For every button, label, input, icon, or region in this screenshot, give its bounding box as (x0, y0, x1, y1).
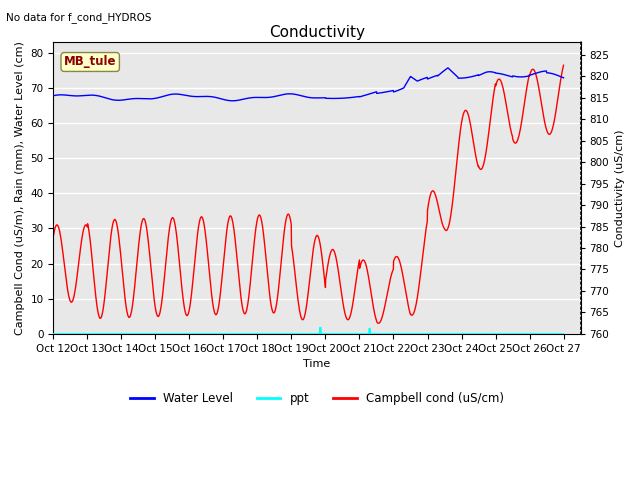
Campbell cond (uS/cm) (284, 211, 292, 217)
Line: Campbell cond (uS/cm): Campbell cond (uS/cm) (53, 65, 564, 323)
ppt (545, 331, 552, 336)
Water Level (49, 93, 57, 98)
Legend: Water Level, ppt, Campbell cond (uS/cm): Water Level, ppt, Campbell cond (uS/cm) (125, 387, 509, 409)
Water Level (545, 70, 553, 76)
Water Level (284, 91, 292, 97)
Water Level (560, 75, 568, 81)
Water Level (228, 98, 236, 104)
ppt (76, 331, 83, 336)
Campbell cond (uS/cm) (76, 254, 83, 260)
ppt (545, 331, 553, 336)
Campbell cond (uS/cm) (298, 315, 305, 321)
Campbell cond (uS/cm) (451, 174, 459, 180)
Line: ppt: ppt (53, 327, 564, 334)
Water Level (76, 93, 83, 99)
Campbell cond (uS/cm) (545, 131, 552, 137)
ppt (49, 331, 57, 336)
Y-axis label: Campbell Cond (uS/m), Rain (mm), Water Level (cm): Campbell Cond (uS/m), Rain (mm), Water L… (15, 41, 25, 335)
Line: Water Level: Water Level (53, 68, 564, 101)
ppt (284, 331, 292, 336)
Water Level (452, 72, 460, 78)
Text: MB_tule: MB_tule (64, 56, 116, 69)
Campbell cond (uS/cm) (374, 320, 382, 326)
ppt (451, 331, 459, 336)
ppt (560, 331, 568, 336)
Campbell cond (uS/cm) (560, 62, 568, 68)
Y-axis label: Conductivity (uS/cm): Conductivity (uS/cm) (615, 129, 625, 247)
X-axis label: Time: Time (303, 359, 331, 369)
ppt (316, 324, 324, 330)
ppt (298, 331, 305, 336)
Text: No data for f_cond_HYDROS: No data for f_cond_HYDROS (6, 12, 152, 23)
Campbell cond (uS/cm) (49, 233, 57, 239)
Water Level (545, 70, 553, 76)
Campbell cond (uS/cm) (545, 132, 553, 137)
Water Level (444, 65, 452, 71)
Water Level (298, 93, 305, 99)
Title: Conductivity: Conductivity (269, 24, 365, 39)
